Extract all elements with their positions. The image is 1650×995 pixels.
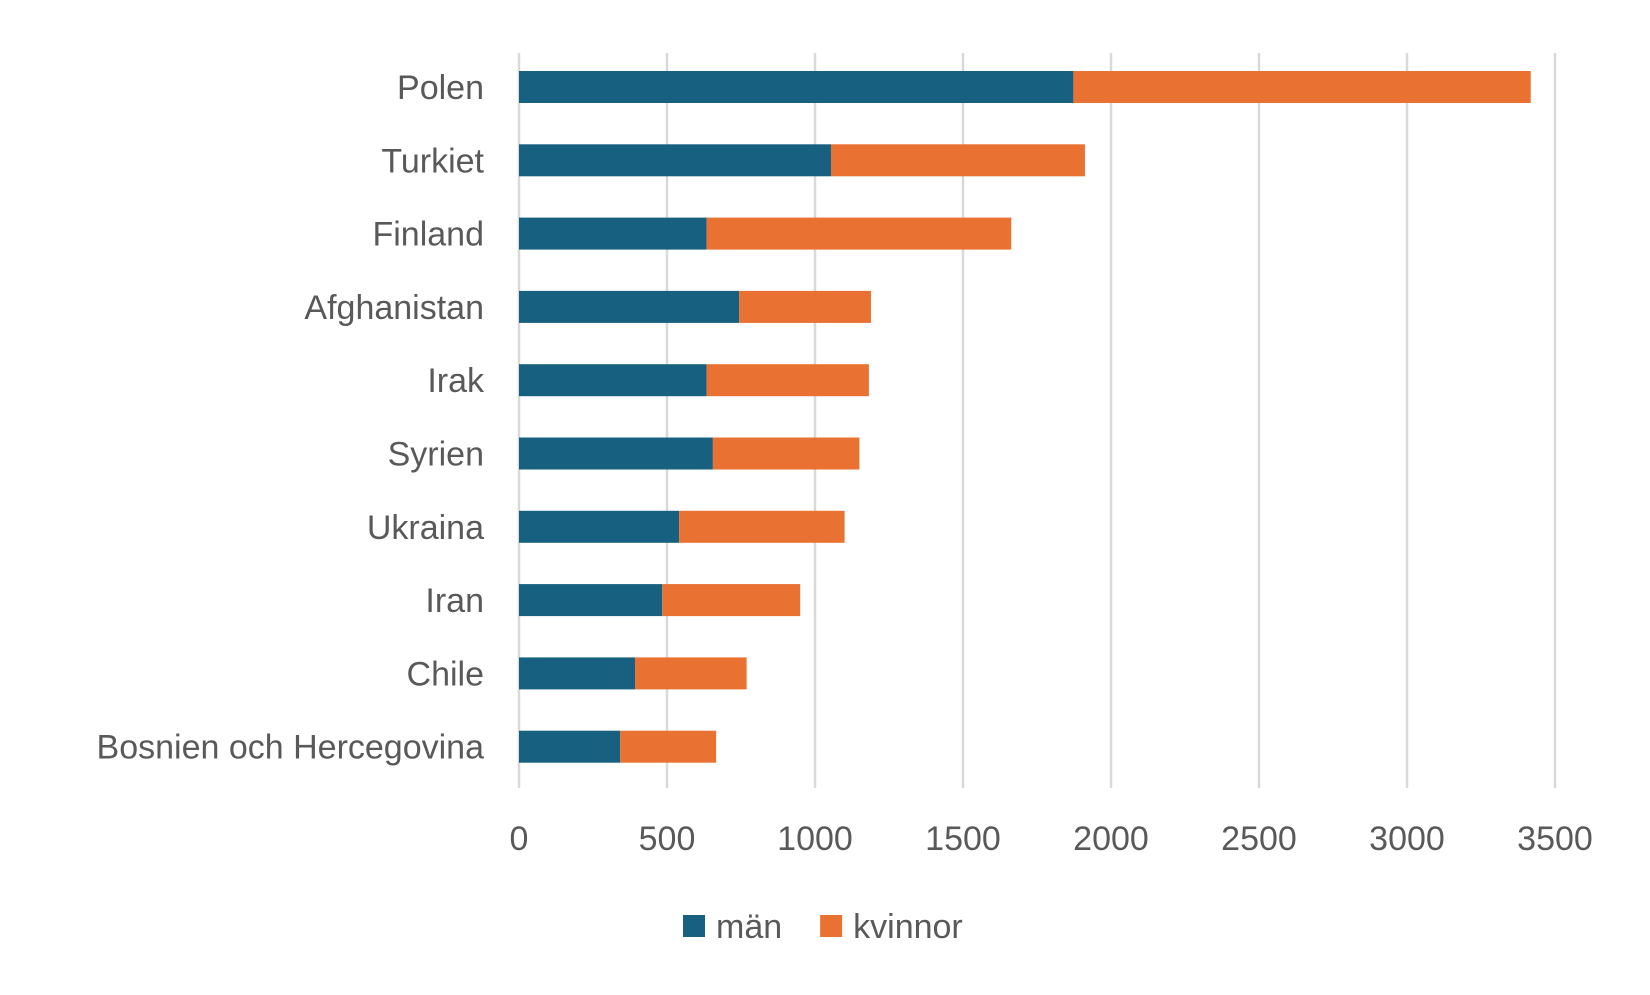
bar-man: [519, 217, 707, 250]
legend-label: kvinnor: [853, 908, 963, 946]
category-label: Ukraina: [367, 509, 484, 547]
category-label: Finland: [372, 216, 484, 254]
legend-label: män: [716, 908, 782, 946]
x-tick-labels: 0 500 1000 1500 2000 2500 3000 3500: [510, 820, 1593, 858]
category-label: Polen: [397, 69, 484, 107]
legend-swatch: [820, 915, 843, 937]
bar-kvinnor: [620, 730, 717, 763]
bar-kvinnor: [706, 217, 1012, 250]
bar-man: [519, 437, 713, 470]
bars: [519, 71, 1531, 763]
x-tick-label: 500: [639, 820, 696, 858]
category-label: Iran: [425, 582, 484, 620]
bar-man: [519, 71, 1074, 103]
bar-man: [519, 364, 707, 397]
legend-swatch: [683, 915, 705, 937]
bar-man: [519, 144, 831, 177]
bar-kvinnor: [739, 290, 871, 323]
bar-man: [519, 510, 680, 543]
category-label: Afghanistan: [304, 289, 484, 327]
bar-man: [519, 584, 663, 617]
bar-man: [519, 290, 740, 323]
bar-kvinnor: [635, 657, 747, 690]
x-tick-label: 3000: [1369, 820, 1445, 858]
x-tick-label: 1000: [777, 820, 853, 858]
legend: män kvinnor: [683, 908, 963, 946]
category-label: Irak: [427, 362, 485, 400]
bar-kvinnor: [662, 584, 801, 617]
bar-kvinnor: [706, 364, 869, 397]
category-label: Bosnien och Hercegovina: [97, 729, 485, 767]
x-tick-label: 1500: [925, 820, 1001, 858]
category-label: Turkiet: [381, 142, 484, 180]
bar-kvinnor: [1073, 71, 1531, 103]
x-tick-label: 2500: [1221, 820, 1297, 858]
bar-man: [519, 657, 636, 690]
x-tick-label: 0: [510, 820, 529, 858]
category-label: Syrien: [388, 436, 484, 474]
bar-kvinnor: [679, 510, 845, 543]
x-tick-label: 3500: [1517, 820, 1593, 858]
category-label: Chile: [407, 655, 484, 693]
x-tick-label: 2000: [1073, 820, 1149, 858]
bar-kvinnor: [830, 144, 1085, 177]
category-labels: Polen Turkiet Finland Afghanistan Irak Syrien…: [97, 69, 485, 767]
bar-man: [519, 730, 621, 763]
bar-kvinnor: [712, 437, 860, 470]
